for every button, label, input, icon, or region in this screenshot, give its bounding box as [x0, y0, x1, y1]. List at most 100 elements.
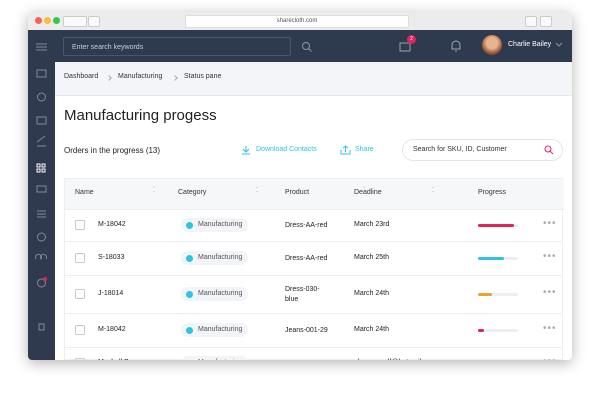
product: Dress-AA-red: [285, 222, 328, 229]
close-button[interactable]: [35, 17, 42, 24]
nav-icon[interactable]: [38, 323, 45, 331]
nav-icon[interactable]: [37, 232, 46, 242]
row-actions[interactable]: •••: [543, 218, 557, 229]
orders-heading: Orders in the progress (13): [64, 146, 161, 155]
checkbox[interactable]: [75, 253, 85, 263]
row-actions[interactable]: •••: [543, 356, 557, 360]
column-header[interactable]: Deadline: [354, 189, 382, 196]
row-actions[interactable]: •••: [543, 251, 557, 262]
progress-bar: [478, 292, 492, 296]
deadline: March 25th: [354, 254, 390, 261]
product: Jeans-001-29: [285, 327, 328, 334]
product: Dress-AA-red: [285, 255, 328, 262]
page-title: Manufacturing progess: [64, 107, 217, 124]
breadcrumb-item[interactable]: Dashboard: [64, 73, 99, 80]
minimize-button[interactable]: [44, 17, 51, 24]
table: Name ˆ ˇ Category ˆ ˇ Product ˆ ˇ Deadline ˆ ˇ Progr…: [64, 178, 564, 360]
nav-buttons[interactable]: [63, 16, 87, 27]
category-dot: [186, 290, 193, 298]
breadcrumb-separator: [106, 75, 112, 81]
zoom-button[interactable]: [53, 17, 60, 24]
nav-icon[interactable]: [37, 92, 46, 102]
title-bar: sharecloth.com: [28, 12, 572, 31]
browser-window: sharecloth.com Enter search keywords 2 C…: [28, 12, 572, 360]
order-name: M-18042: [98, 221, 126, 228]
deadline: March 23rd: [354, 221, 390, 228]
user-menu-chevron[interactable]: [555, 42, 563, 48]
table-row: S-18033 Manufacturing Dress-AA-red March 25…: [65, 241, 562, 276]
messages-icon[interactable]: [399, 38, 419, 56]
column-header[interactable]: Progress: [478, 189, 507, 196]
deadline: March 24th: [354, 326, 390, 333]
nav-icon[interactable]: [36, 185, 47, 193]
order-name: M-18042: [98, 326, 126, 333]
row-actions[interactable]: •••: [543, 323, 557, 334]
table-row: M-18042 Manufacturing Jeans-001-29 March 24…: [65, 313, 562, 348]
avatar[interactable]: [482, 35, 502, 55]
nav-icon[interactable]: [36, 116, 47, 125]
address-bar[interactable]: sharecloth.com: [185, 15, 409, 28]
nav-icon-active[interactable]: [36, 163, 46, 173]
category-pill: Manufacturing: [181, 287, 249, 301]
progress-bar: [478, 223, 514, 227]
category-dot: [186, 221, 193, 229]
category-pill: Manufacturing: [181, 323, 249, 337]
category-pill: Manufacturing: [181, 356, 249, 360]
download-icon: [242, 146, 250, 155]
notification-badge: 2: [407, 35, 416, 44]
nav-icon[interactable]: [37, 210, 46, 218]
column-header[interactable]: Product: [285, 189, 310, 196]
nav-icon[interactable]: [37, 278, 46, 288]
checkbox[interactable]: [75, 220, 85, 230]
search-icon[interactable]: [301, 41, 313, 53]
checkbox[interactable]: [75, 325, 85, 335]
progress-track: [478, 223, 518, 227]
row-actions[interactable]: •••: [543, 287, 557, 298]
progress-bar: [478, 328, 484, 332]
table-header: Name ˆ ˇ Category ˆ ˇ Product ˆ ˇ Deadline ˆ ˇ Progr…: [65, 179, 564, 210]
table-search-input[interactable]: Search for SKU, ID, Customer: [402, 139, 563, 161]
search-input[interactable]: Enter search keywords: [63, 37, 291, 56]
sidebar-toggle[interactable]: [88, 16, 100, 27]
category-pill: Manufacturing: [181, 251, 249, 265]
share-icon: [340, 145, 351, 155]
order-name: Machell Brown: [98, 359, 144, 360]
nav-icon[interactable]: [35, 253, 47, 260]
order-name: J-18014: [98, 290, 124, 297]
progress-track: [478, 328, 518, 332]
product: Developer: [285, 359, 331, 360]
column-header[interactable]: Name: [75, 189, 94, 196]
sidebar-badge: [43, 277, 47, 281]
category-dot: [186, 326, 193, 334]
deadline: alanna_wolf@hotmail.com: [354, 359, 436, 360]
order-name: S-18033: [98, 254, 125, 261]
nav-icon[interactable]: [36, 69, 47, 78]
category-dot: [186, 359, 193, 360]
progress-track: [478, 256, 518, 260]
table-search-icon[interactable]: [544, 145, 554, 155]
nav-icon[interactable]: [36, 135, 46, 147]
breadcrumb-item[interactable]: Status pane: [184, 73, 222, 80]
user-name[interactable]: Charlie Bailey: [508, 41, 552, 48]
share-link[interactable]: Share: [355, 146, 374, 153]
deadline: March 24th: [354, 290, 390, 297]
breadcrumb-item[interactable]: Manufacturing: [118, 73, 163, 80]
checkbox[interactable]: [75, 289, 85, 299]
share-button[interactable]: [525, 16, 537, 27]
category-pill: Manufacturing: [181, 218, 249, 232]
breadcrumb-separator: [172, 75, 178, 81]
column-header[interactable]: Category: [178, 189, 207, 196]
product: Dress-030-blue: [285, 286, 320, 303]
download-contacts-link[interactable]: Download Contacts: [256, 146, 317, 153]
tabs-button[interactable]: [540, 16, 552, 27]
checkbox[interactable]: [75, 358, 85, 360]
bell-icon[interactable]: [450, 39, 462, 53]
top-bar: Enter search keywords 2 Charlie Bailey: [55, 30, 572, 62]
progress-bar: [478, 256, 504, 260]
menu-icon[interactable]: [36, 43, 47, 51]
